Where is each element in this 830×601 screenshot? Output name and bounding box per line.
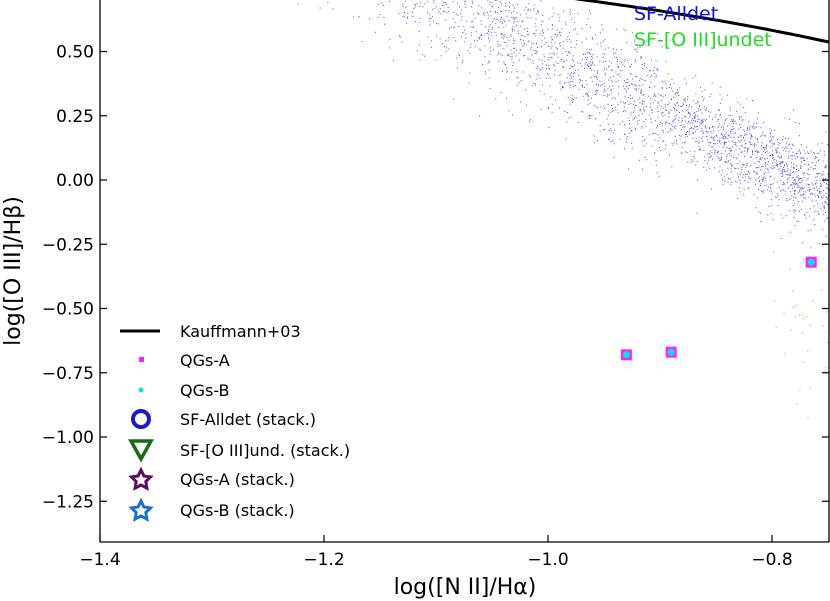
- qgs-b-point: [807, 258, 815, 266]
- x-tick-label: −1.4: [79, 550, 120, 570]
- legend: Kauffmann+03 QGs-A QGs-B SF-Alldet (stac…: [120, 322, 350, 522]
- y-tick-label: −1.00: [42, 428, 94, 448]
- corner-label-sf-alldet: SF-Alldet: [634, 3, 718, 25]
- corner-label-sf-oiii-undet: SF-[O III]undet: [634, 29, 772, 51]
- y-tick-label: −0.50: [42, 300, 94, 320]
- y-tick-label: 0.50: [56, 43, 94, 63]
- qgs-b-point: [667, 348, 675, 356]
- series-qgs-b: [622, 258, 815, 359]
- y-tick-label: −0.75: [42, 364, 94, 384]
- legend-label-qgs-a-stack: QGs-A (stack.): [180, 470, 295, 489]
- x-axis-label: log([N II]/Hα): [394, 575, 537, 600]
- x-tick-label: −1.2: [303, 550, 344, 570]
- y-tick-label: 0.00: [56, 171, 94, 191]
- legend-marker-qgs-a: [139, 357, 144, 362]
- x-tick-label: −0.8: [751, 550, 792, 570]
- curve-layer: [573, 0, 829, 44]
- legend-marker-sf-oiii-stack: [128, 439, 154, 463]
- y-tick-label: −1.25: [42, 492, 94, 512]
- scatter-layer: [297, 0, 829, 419]
- legend-marker-qgs-b-stack: [128, 497, 154, 522]
- legend-label-qgs-a: QGs-A: [180, 351, 230, 370]
- y-tick-label: 0.25: [56, 107, 94, 127]
- y-tick-label: −0.25: [42, 235, 94, 255]
- y-axis-label: log([O III]/Hβ): [1, 196, 26, 346]
- legend-label-sf-oiii-stack: SF-[O III]und. (stack.): [180, 441, 350, 460]
- qgs-b-point: [622, 351, 630, 359]
- legend-label-qgs-b: QGs-B: [180, 381, 230, 400]
- legend-label-qgs-b-stack: QGs-B (stack.): [180, 501, 295, 520]
- legend-marker-qgs-a-stack: [128, 466, 154, 491]
- legend-marker-qgs-b: [138, 387, 144, 393]
- ticks: −1.4−1.2−1.0−0.8−0.6−0.4−0.20.500.250.00…: [42, 43, 829, 570]
- kauffmann-curve: [573, 0, 829, 44]
- legend-marker-sf-alldet-stack: [131, 409, 151, 429]
- legend-label-kauffmann: Kauffmann+03: [180, 322, 301, 341]
- x-tick-label: −1.0: [527, 550, 568, 570]
- legend-label-sf-alldet-stack: SF-Alldet (stack.): [180, 410, 316, 429]
